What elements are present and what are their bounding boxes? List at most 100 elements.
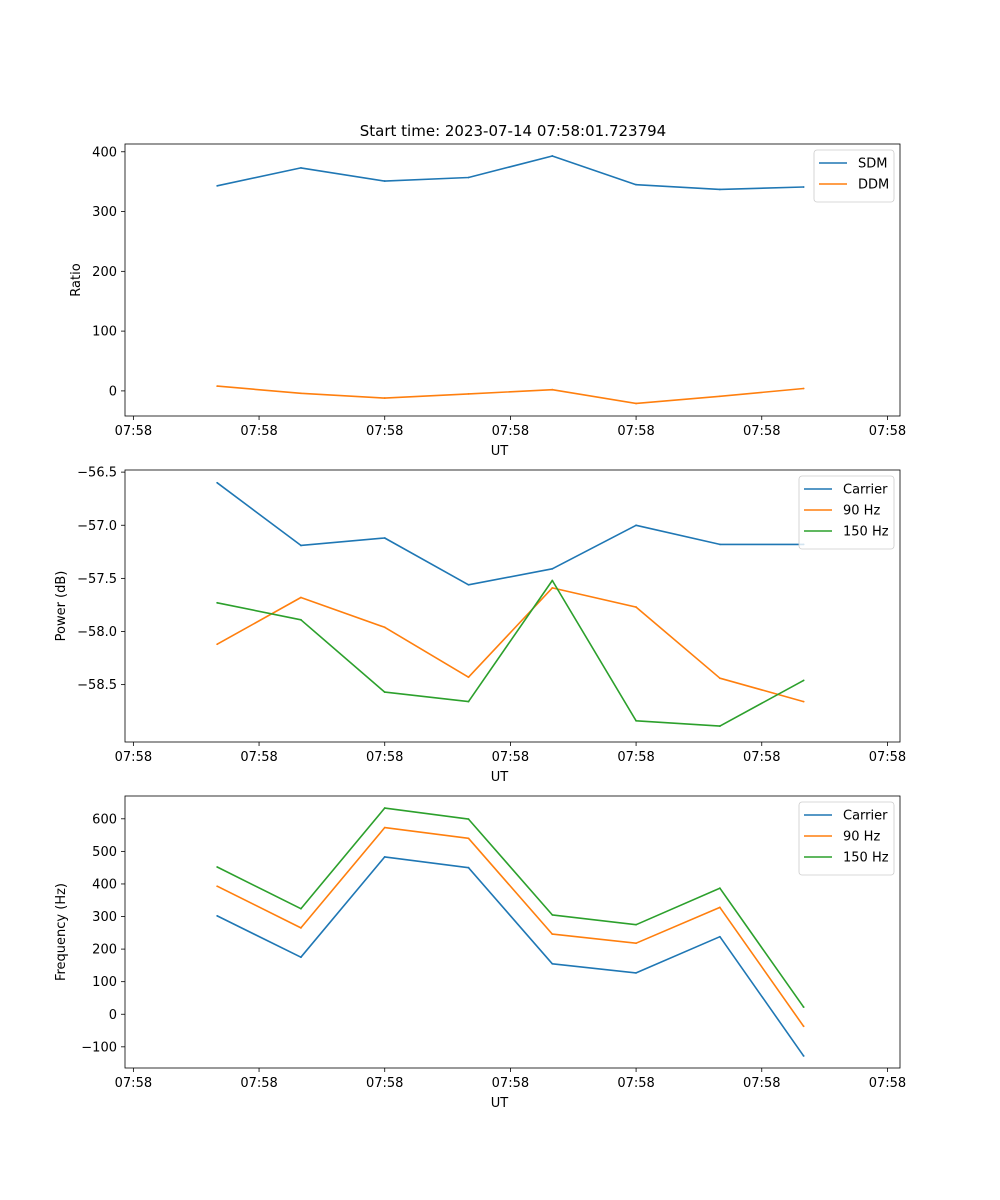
frequency-y-tick-label: 300 bbox=[92, 910, 117, 925]
power-y-tick-label: −56.5 bbox=[77, 466, 117, 481]
frequency-series-carrier-line bbox=[216, 856, 805, 1057]
frequency-series-150-hz-point bbox=[635, 923, 637, 926]
power-series-90-hz-point bbox=[383, 626, 386, 629]
ratio-series-sdm-point bbox=[216, 184, 219, 187]
frequency-y-tick-label: 400 bbox=[92, 877, 117, 892]
frequency-y-tick-label: 0 bbox=[109, 1008, 117, 1023]
power-series-carrier-point bbox=[383, 537, 386, 539]
ratio-panel: 07:58 07:58 07:58 07:58 07:58 07:58 07:58 0 100 2… bbox=[69, 143, 906, 459]
power-series-carrier-line bbox=[216, 482, 804, 586]
frequency-series-carrier-point bbox=[467, 866, 470, 869]
ratio-y-tick-label: 0 bbox=[109, 384, 117, 399]
ratio-legend-label-ddm: DDM bbox=[858, 178, 889, 193]
frequency-x-tick-label: 07:58 bbox=[240, 1076, 277, 1091]
frequency-x-tick-label: 07:58 bbox=[869, 1076, 906, 1091]
frequency-axes-frame bbox=[124, 795, 901, 1069]
frequency-series-90-hz-point bbox=[718, 906, 721, 909]
frequency-series-90-hz-point bbox=[551, 933, 554, 936]
frequency-series-carrier-point bbox=[635, 971, 637, 974]
ratio-x-tick-label: 07:58 bbox=[869, 424, 906, 439]
frequency-series-90-hz-point bbox=[216, 885, 219, 888]
power-series-90-hz-point bbox=[300, 596, 302, 599]
power-series-150-hz-point bbox=[635, 719, 637, 722]
ratio-x-tick-label: 07:58 bbox=[492, 424, 529, 439]
ratio-series-ddm-point bbox=[383, 397, 386, 399]
power-series-150-hz-line bbox=[217, 579, 804, 727]
ratio-series-sdm-line bbox=[217, 155, 804, 191]
power-axes-frame bbox=[124, 469, 901, 743]
power-legend: Carrier 90 Hz 150 Hz bbox=[798, 475, 895, 550]
frequency-y-tick-label: 100 bbox=[92, 975, 117, 990]
power-series-carrier-point bbox=[216, 481, 219, 484]
ratio-x-tick-label: 07:58 bbox=[240, 424, 277, 439]
power-series-150-hz-point bbox=[300, 618, 302, 621]
frequency-x-tick-label: 07:58 bbox=[617, 1076, 654, 1091]
frequency-series-carrier-point bbox=[551, 962, 554, 965]
frequency-legend-label-90-hz: 90 Hz bbox=[843, 830, 880, 845]
power-x-tick-label: 07:58 bbox=[240, 750, 277, 765]
power-legend-label-carrier: Carrier bbox=[843, 483, 888, 498]
frequency-x-tick-label: 07:58 bbox=[115, 1076, 152, 1091]
frequency-legend-label-carrier: Carrier bbox=[843, 809, 888, 824]
ratio-y-axis-label: Ratio bbox=[69, 263, 84, 296]
power-panel: 07:58 07:58 07:58 07:58 07:58 07:58 07:58 −56.5… bbox=[54, 466, 906, 785]
ratio-x-tick-label: 07:58 bbox=[366, 424, 403, 439]
power-x-tick-label: 07:58 bbox=[617, 750, 654, 765]
frequency-series-90-hz-point bbox=[383, 826, 386, 829]
frequency-series-150-hz-point bbox=[300, 907, 302, 910]
frequency-series-150-hz-point bbox=[802, 1006, 805, 1008]
frequency-y-tick-label: 500 bbox=[92, 845, 117, 860]
frequency-series-carrier-point bbox=[383, 856, 386, 858]
power-y-tick-label: −57.0 bbox=[77, 519, 117, 534]
frequency-legend: Carrier 90 Hz 150 Hz bbox=[798, 801, 895, 876]
power-series-90-hz-point bbox=[802, 700, 805, 703]
ratio-series-ddm-point bbox=[635, 402, 637, 405]
frequency-y-tick-label: 200 bbox=[92, 943, 117, 958]
ratio-y-tick-label: 300 bbox=[92, 205, 117, 220]
ratio-series-sdm-point bbox=[383, 180, 386, 182]
power-series-150-hz-point bbox=[551, 579, 554, 582]
frequency-x-tick-label: 07:58 bbox=[743, 1076, 780, 1091]
frequency-series-90-hz-point bbox=[300, 927, 302, 929]
ratio-series-sdm-point bbox=[802, 186, 805, 188]
power-series-150-hz-point bbox=[216, 601, 219, 604]
frequency-y-tick-label: −100 bbox=[81, 1040, 117, 1055]
ratio-series-ddm-point bbox=[802, 387, 805, 390]
frequency-series-90-hz-point bbox=[635, 942, 637, 945]
power-y-axis-label: Power (dB) bbox=[54, 571, 69, 642]
power-series-90-hz-point bbox=[718, 677, 721, 680]
power-series-90-hz-point bbox=[635, 606, 637, 608]
power-series-150-hz-point bbox=[718, 725, 721, 727]
power-y-tick-label: −58.0 bbox=[77, 625, 117, 640]
power-y-tick-label: −57.5 bbox=[77, 572, 117, 587]
frequency-series-carrier-point bbox=[300, 956, 302, 959]
frequency-series-carrier-point bbox=[718, 935, 721, 938]
power-series-carrier-point bbox=[635, 524, 637, 527]
frequency-series-150-hz-point bbox=[718, 887, 721, 890]
power-legend-label-150-hz: 150 Hz bbox=[843, 525, 889, 540]
ratio-x-axis-label: UT bbox=[491, 444, 509, 459]
power-series-carrier-point bbox=[300, 544, 302, 547]
ratio-y-tick-label: 100 bbox=[92, 325, 117, 340]
power-series-carrier-point bbox=[551, 567, 554, 570]
frequency-panel: 07:58 07:58 07:58 07:58 07:58 07:58 07:58 −100 0… bbox=[54, 795, 906, 1111]
frequency-x-tick-label: 07:58 bbox=[366, 1076, 403, 1091]
power-series-150-hz-point bbox=[802, 679, 805, 682]
power-legend-label-90-hz: 90 Hz bbox=[843, 504, 880, 519]
power-series-carrier-point bbox=[718, 543, 721, 546]
frequency-series-150-hz-point bbox=[216, 866, 219, 868]
ratio-series-sdm-point bbox=[718, 188, 721, 191]
power-y-tick-label: −58.5 bbox=[77, 678, 117, 693]
ratio-series-ddm-point bbox=[718, 395, 721, 398]
power-x-tick-label: 07:58 bbox=[869, 750, 906, 765]
ratio-series-sdm-point bbox=[635, 183, 637, 186]
power-series-carrier-point bbox=[467, 583, 470, 586]
ratio-legend: SDM DDM bbox=[813, 149, 895, 203]
frequency-legend-label-150-hz: 150 Hz bbox=[843, 851, 889, 866]
frequency-series-90-hz-line bbox=[216, 826, 805, 1027]
frequency-series-150-hz-line bbox=[216, 807, 805, 1008]
ratio-series-ddm-point bbox=[216, 385, 219, 388]
frequency-y-axis-label: Frequency (Hz) bbox=[54, 883, 69, 981]
ratio-x-tick-label: 07:58 bbox=[115, 424, 152, 439]
